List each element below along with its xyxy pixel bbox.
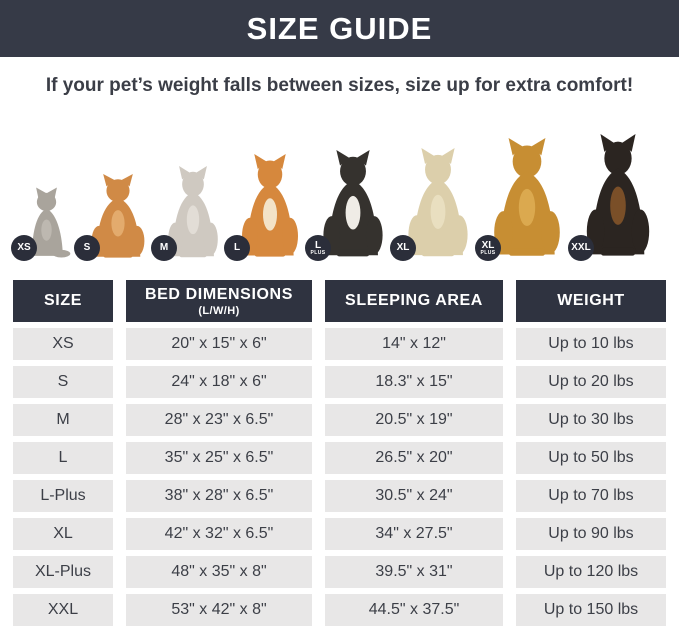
cell-size: XL-Plus: [13, 556, 113, 588]
cell-bed-dimensions: 35" x 25" x 6.5": [126, 442, 312, 474]
cell-bed-dimensions: 24" x 18" x 6": [126, 366, 312, 398]
size-badge-m: M: [152, 236, 176, 260]
cell-weight: Up to 30 lbs: [516, 404, 666, 436]
dog-silhouette-icon: [323, 150, 383, 257]
size-guide-header: SIZE GUIDE: [0, 0, 679, 57]
pet-photo-l-shiba-inu: L: [225, 154, 305, 262]
size-badge-xl: XL: [391, 236, 415, 260]
size-badge-s: S: [75, 236, 99, 260]
cell-size: XXL: [13, 594, 113, 626]
pet-photo-xxl-doberman: XXL: [569, 134, 657, 262]
pet-photo-xs-cat: XS: [12, 186, 74, 262]
dog-silhouette-icon: [586, 134, 650, 256]
cell-sleeping-area: 44.5" x 37.5": [325, 594, 503, 626]
size-badge-l: L: [225, 236, 249, 260]
cell-bed-dimensions: 38" x 28" x 6.5": [126, 480, 312, 512]
cell-bed-dimensions: 42" x 32" x 6.5": [126, 518, 312, 550]
size-badge-xl-plus: XL PLUS: [476, 236, 500, 260]
column-header-weight: WEIGHT: [516, 280, 666, 322]
cell-sleeping-area: 30.5" x 24": [325, 480, 503, 512]
cell-weight: Up to 10 lbs: [516, 328, 666, 360]
cell-weight: Up to 20 lbs: [516, 366, 666, 398]
pet-photo-m-french-bulldog: M: [152, 166, 224, 262]
size-badge-xxl: XXL: [569, 236, 593, 260]
page-title: SIZE GUIDE: [246, 10, 433, 46]
column-header-bed-dimensions: BED DIMENSIONS (L/W/H): [126, 280, 312, 322]
cell-size: M: [13, 404, 113, 436]
dog-silhouette-icon: [408, 148, 468, 257]
dog-silhouette-icon: [91, 174, 145, 258]
size-badge-xs: XS: [12, 236, 36, 260]
cell-size: XL: [13, 518, 113, 550]
cell-size: L-Plus: [13, 480, 113, 512]
cell-sleeping-area: 14" x 12": [325, 328, 503, 360]
bed-dimensions-subheader: (L/W/H): [198, 304, 240, 317]
cat-silhouette-icon: [31, 187, 71, 258]
cell-weight: Up to 150 lbs: [516, 594, 666, 626]
cell-size: XS: [13, 328, 113, 360]
size-badge-l-plus: L PLUS: [306, 236, 330, 260]
cell-sleeping-area: 39.5" x 31": [325, 556, 503, 588]
cell-bed-dimensions: 20" x 15" x 6": [126, 328, 312, 360]
pet-photo-lplus-border-collie: L PLUS: [306, 150, 390, 262]
column-header-size: SIZE: [13, 280, 113, 322]
cell-size: S: [13, 366, 113, 398]
size-table: SIZE BED DIMENSIONS (L/W/H) SLEEPING ARE…: [13, 280, 666, 626]
cell-sleeping-area: 26.5" x 20": [325, 442, 503, 474]
cell-sleeping-area: 20.5" x 19": [325, 404, 503, 436]
cell-weight: Up to 90 lbs: [516, 518, 666, 550]
cell-weight: Up to 70 lbs: [516, 480, 666, 512]
cell-sleeping-area: 34" x 27.5": [325, 518, 503, 550]
pet-size-illustrations: XS S: [0, 116, 679, 262]
pet-photo-xl-labrador: XL: [391, 148, 475, 262]
cell-size: L: [13, 442, 113, 474]
cell-weight: Up to 50 lbs: [516, 442, 666, 474]
cell-bed-dimensions: 48" x 35" x 8": [126, 556, 312, 588]
cell-sleeping-area: 18.3" x 15": [325, 366, 503, 398]
pet-photo-s-pomeranian: S: [75, 174, 151, 262]
cell-bed-dimensions: 53" x 42" x 8": [126, 594, 312, 626]
dog-silhouette-icon: [168, 166, 218, 258]
cell-weight: Up to 120 lbs: [516, 556, 666, 588]
column-header-sleeping-area: SLEEPING AREA: [325, 280, 503, 322]
dog-silhouette-icon: [494, 138, 560, 256]
pet-photo-xlplus-golden-retriever: XL PLUS: [476, 138, 568, 262]
cell-bed-dimensions: 28" x 23" x 6.5": [126, 404, 312, 436]
sizing-advice-text: If your pet’s weight falls between sizes…: [45, 75, 634, 96]
